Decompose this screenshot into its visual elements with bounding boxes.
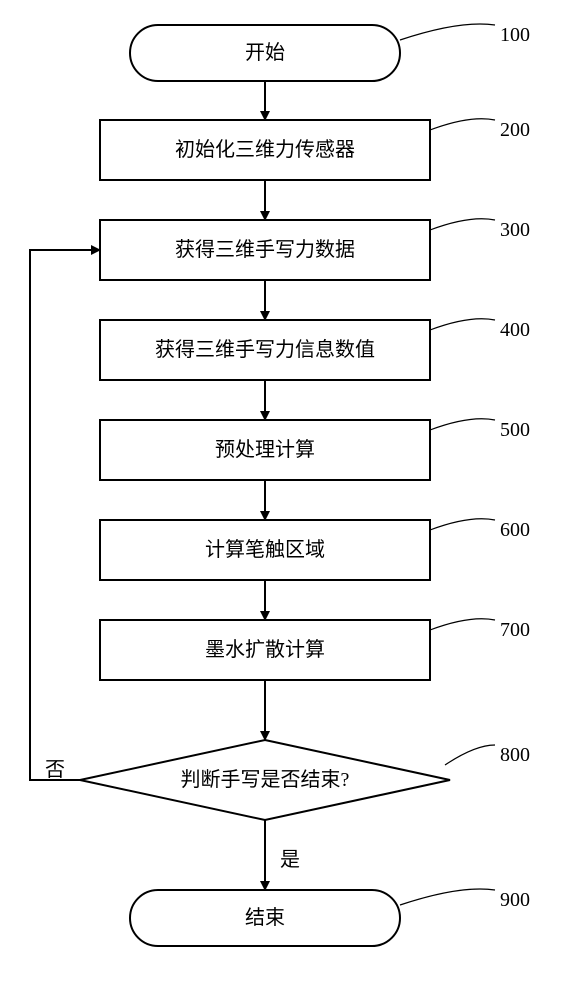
node-label: 获得三维手写力信息数值 [155,338,375,361]
leader-line [430,619,495,630]
leader-line [430,519,495,530]
node-label: 获得三维手写力数据 [175,238,355,261]
edge-label: 否 [45,759,65,781]
flowchart-diagram: 是 否 开始初始化三维力传感器获得三维手写力数据获得三维手写力信息数值预处理计算计算… [0,0,571,1000]
reference-number: 900 [500,889,530,911]
leader-line [430,419,495,430]
leader-line [445,745,495,765]
reference-number: 600 [500,519,530,541]
reference-number: 700 [500,619,530,641]
node-label: 预处理计算 [215,438,315,461]
node-label: 初始化三维力传感器 [175,138,355,161]
reference-number: 100 [500,24,530,46]
leader-line [400,889,495,905]
edge-label: 是 [280,849,300,871]
reference-number: 500 [500,419,530,441]
leader-line [430,119,495,130]
node-label: 结束 [245,906,285,929]
reference-number: 300 [500,219,530,241]
node-label: 计算笔触区域 [205,538,325,561]
leader-line [430,319,495,330]
node-label: 开始 [245,41,285,64]
reference-number: 800 [500,744,530,766]
leader-line [430,219,495,230]
leader-line [400,24,495,40]
node-label: 判断手写是否结束? [181,768,350,791]
flow-edge [30,250,100,780]
node-label: 墨水扩散计算 [205,638,325,661]
reference-number: 400 [500,319,530,341]
reference-number: 200 [500,119,530,141]
